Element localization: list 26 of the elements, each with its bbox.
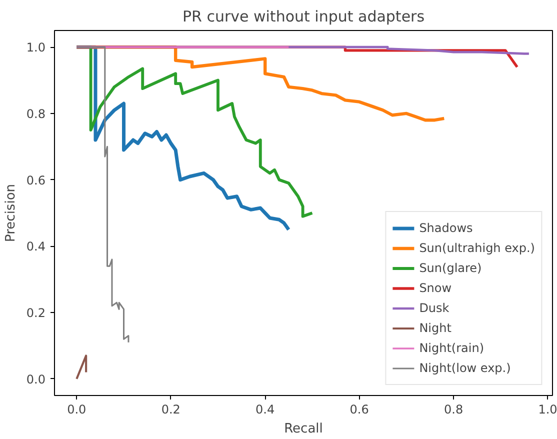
legend-label: Sun(glare) [419, 261, 482, 275]
x-tick-label: 0.6 [350, 402, 369, 416]
line-series [76, 46, 130, 344]
y-tick-label: 1.0 [26, 40, 46, 55]
chart-title: PR curve without input adapters [182, 8, 425, 26]
line-series [75, 46, 314, 218]
x-tick-label: 1.0 [538, 402, 557, 416]
legend-label: Sun(ultrahigh exp.) [419, 241, 535, 255]
x-axis-title: Recall [284, 422, 323, 436]
legend-label: Shadows [419, 221, 473, 235]
legend-label: Night(low exp.) [419, 361, 511, 375]
legend-label: Dusk [419, 301, 450, 315]
y-tick-label: 0.4 [26, 240, 46, 254]
line-series [75, 46, 530, 55]
legend-label: Night(rain) [419, 341, 484, 355]
y-tick-label: 0.0 [26, 372, 46, 386]
x-tick-label: 0.0 [67, 402, 86, 416]
y-axis-title: Precision [3, 184, 18, 242]
legend-label: Snow [419, 281, 452, 295]
x-tick-label: 0.2 [161, 402, 180, 416]
x-tick-label: 0.8 [444, 402, 464, 416]
x-tick-label: 0.4 [256, 402, 275, 416]
legend-label: Night [419, 321, 452, 335]
y-tick-label: 0.2 [26, 306, 46, 320]
y-tick-label: 0.6 [26, 173, 46, 188]
y-tick-label: 0.8 [26, 106, 46, 121]
